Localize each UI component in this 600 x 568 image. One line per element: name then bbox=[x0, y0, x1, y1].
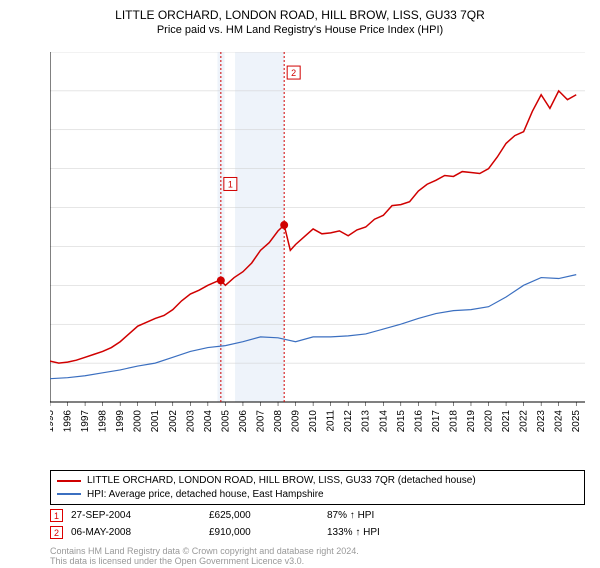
svg-text:2017: 2017 bbox=[431, 410, 442, 432]
legend-text-property: LITTLE ORCHARD, LONDON ROAD, HILL BROW, … bbox=[87, 474, 476, 488]
svg-text:2018: 2018 bbox=[448, 410, 459, 432]
svg-text:2016: 2016 bbox=[413, 410, 424, 432]
svg-text:2005: 2005 bbox=[220, 410, 231, 432]
sale-hpi: 133% ↑ HPI bbox=[327, 527, 447, 538]
legend: LITTLE ORCHARD, LONDON ROAD, HILL BROW, … bbox=[50, 470, 585, 505]
svg-text:2006: 2006 bbox=[238, 410, 249, 432]
sales-table: 1 27-SEP-2004 £625,000 87% ↑ HPI 2 06-MA… bbox=[50, 509, 585, 543]
svg-text:2021: 2021 bbox=[501, 410, 512, 432]
legend-row: HPI: Average price, detached house, East… bbox=[57, 488, 578, 502]
svg-text:2: 2 bbox=[291, 68, 296, 78]
svg-text:2000: 2000 bbox=[133, 410, 144, 432]
svg-text:1997: 1997 bbox=[80, 410, 91, 432]
svg-text:2024: 2024 bbox=[554, 410, 565, 432]
svg-text:1999: 1999 bbox=[115, 410, 126, 432]
svg-text:1996: 1996 bbox=[63, 410, 74, 432]
svg-text:2012: 2012 bbox=[343, 410, 354, 432]
svg-text:1: 1 bbox=[228, 179, 233, 189]
legend-swatch-hpi bbox=[57, 493, 81, 495]
svg-text:2025: 2025 bbox=[571, 410, 582, 432]
sale-date: 27-SEP-2004 bbox=[71, 510, 201, 521]
chart-container: LITTLE ORCHARD, LONDON ROAD, HILL BROW, … bbox=[0, 8, 600, 568]
sale-date: 06-MAY-2008 bbox=[71, 527, 201, 538]
legend-swatch-property bbox=[57, 480, 81, 482]
price-chart: £0£200K£400K£600K£800K£1M£1.2M£1.4M£1.6M… bbox=[50, 52, 585, 432]
svg-text:2014: 2014 bbox=[378, 410, 389, 432]
svg-text:1995: 1995 bbox=[50, 410, 56, 432]
chart-subtitle: Price paid vs. HM Land Registry's House … bbox=[0, 24, 600, 36]
svg-text:2013: 2013 bbox=[361, 410, 372, 432]
svg-text:2022: 2022 bbox=[519, 410, 530, 432]
legend-text-hpi: HPI: Average price, detached house, East… bbox=[87, 488, 324, 502]
svg-text:2010: 2010 bbox=[308, 410, 319, 432]
legend-row: LITTLE ORCHARD, LONDON ROAD, HILL BROW, … bbox=[57, 474, 578, 488]
svg-text:2003: 2003 bbox=[185, 410, 196, 432]
table-row: 1 27-SEP-2004 £625,000 87% ↑ HPI bbox=[50, 509, 585, 522]
footer-line1: Contains HM Land Registry data © Crown c… bbox=[50, 546, 359, 556]
svg-text:2004: 2004 bbox=[203, 410, 214, 432]
footer-line2: This data is licensed under the Open Gov… bbox=[50, 556, 359, 566]
svg-text:1998: 1998 bbox=[98, 410, 109, 432]
svg-text:2002: 2002 bbox=[168, 410, 179, 432]
svg-text:2015: 2015 bbox=[396, 410, 407, 432]
svg-text:2011: 2011 bbox=[326, 410, 337, 432]
table-row: 2 06-MAY-2008 £910,000 133% ↑ HPI bbox=[50, 526, 585, 539]
svg-text:2009: 2009 bbox=[291, 410, 302, 432]
svg-text:2019: 2019 bbox=[466, 410, 477, 432]
sale-price: £625,000 bbox=[209, 510, 319, 521]
sale-price: £910,000 bbox=[209, 527, 319, 538]
svg-text:2023: 2023 bbox=[536, 410, 547, 432]
svg-text:2001: 2001 bbox=[150, 410, 161, 432]
sale-hpi: 87% ↑ HPI bbox=[327, 510, 447, 521]
svg-text:2007: 2007 bbox=[255, 410, 266, 432]
svg-text:2020: 2020 bbox=[484, 410, 495, 432]
sale-marker-2: 2 bbox=[50, 526, 63, 539]
sale-marker-1: 1 bbox=[50, 509, 63, 522]
footer-attribution: Contains HM Land Registry data © Crown c… bbox=[50, 546, 359, 567]
svg-text:2008: 2008 bbox=[273, 410, 284, 432]
chart-title: LITTLE ORCHARD, LONDON ROAD, HILL BROW, … bbox=[0, 8, 600, 22]
